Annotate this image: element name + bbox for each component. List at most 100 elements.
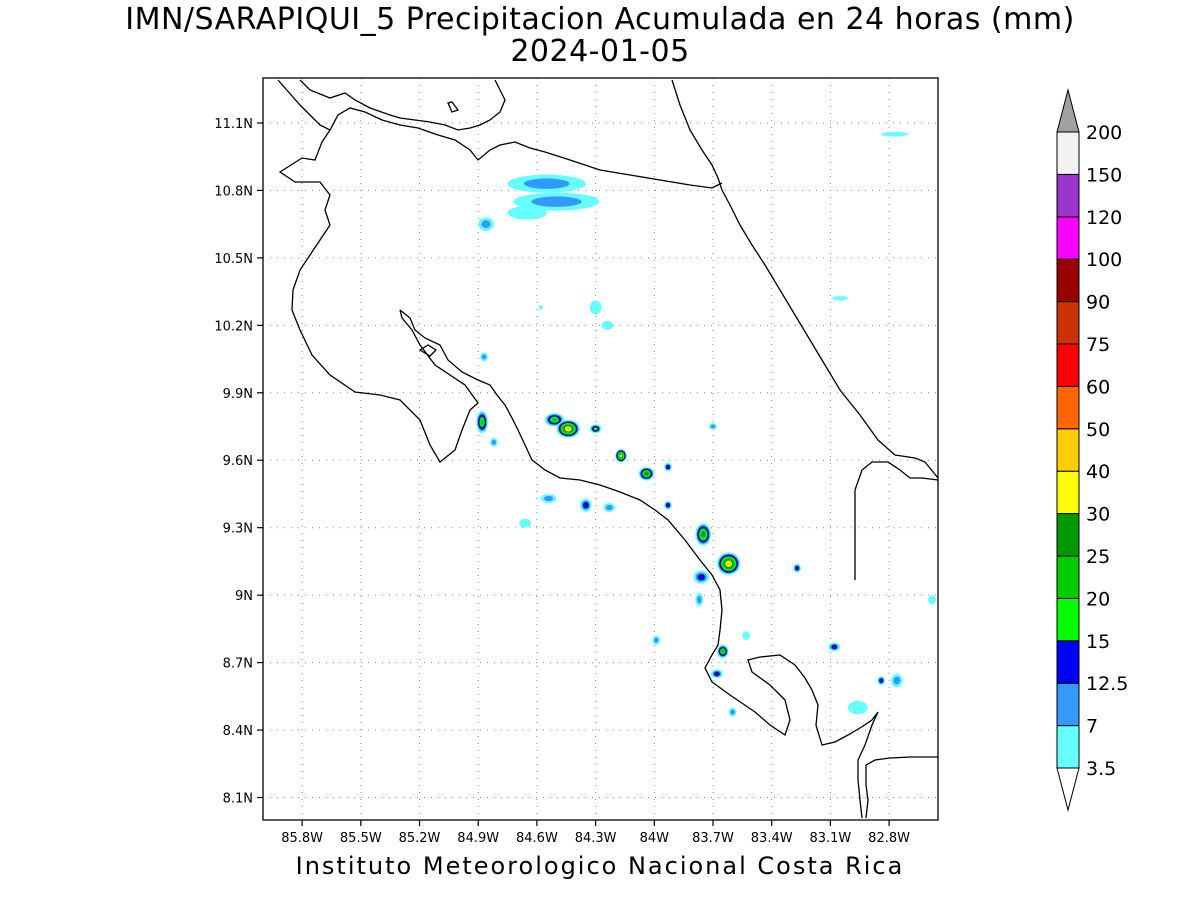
island-ometepe — [447, 101, 460, 113]
lat-tick-label: 10.5N — [214, 252, 253, 267]
lon-tick-label: 83.4W — [751, 831, 793, 846]
lat-tick-label: 9.9N — [223, 387, 253, 402]
precip-cell-38-level-0 — [928, 595, 937, 605]
precip-cell-6-level-0 — [601, 320, 614, 330]
colorbar-under-triangle — [1056, 767, 1080, 812]
colorbar-level-label: 25 — [1086, 546, 1110, 568]
precip-cell-11-level-7 — [566, 427, 571, 431]
precip-cell-33-level-0 — [742, 631, 751, 641]
precip-cell-0-level-1 — [523, 178, 570, 189]
precip-cell-19-level-2 — [666, 503, 670, 508]
border-nicaragua — [329, 107, 723, 189]
colorbar-level-label: 200 — [1086, 122, 1122, 144]
colorbar-swatch-6 — [1056, 470, 1080, 515]
precip-cell-31-level-1 — [893, 676, 901, 685]
precip-cell-35-level-0 — [519, 518, 532, 528]
colorbar-level-label: 150 — [1086, 164, 1122, 186]
lat-tick-label: 9N — [235, 589, 253, 604]
institution-footer: Instituto Meteorologico Nacional Costa R… — [295, 852, 905, 880]
colorbar-swatch-0 — [1056, 725, 1080, 769]
lat-tick-label: 11.1N — [214, 117, 253, 132]
coastline — [277, 79, 938, 819]
colorbar-swatch-7 — [1056, 428, 1080, 472]
colorbar-swatch-9 — [1056, 343, 1080, 387]
colorbar-level-label: 90 — [1086, 292, 1110, 314]
island-chira — [418, 344, 438, 357]
precip-cell-26-level-2 — [714, 671, 720, 677]
precip-cell-17-level-2 — [583, 502, 589, 509]
coastline-pacific-north — [277, 79, 479, 463]
lon-tick-label: 85.5W — [340, 831, 382, 846]
colorbar-swatch-14 — [1056, 131, 1080, 175]
precip-cell-7-level-1 — [481, 354, 487, 360]
precip-cell-10-level-4 — [551, 418, 558, 422]
colorbar-over-triangle — [1056, 88, 1080, 133]
precip-cell-8-level-4 — [480, 419, 484, 425]
lon-tick-label: 83.1W — [809, 831, 851, 846]
precip-cell-36-level-0 — [832, 296, 848, 301]
lat-tick-label: 8.7N — [223, 657, 253, 672]
coastline-nicoya-gulf — [399, 309, 879, 819]
colorbar-level-label: 40 — [1086, 461, 1110, 483]
precip-cell-20-level-5 — [701, 531, 705, 537]
precip-cell-32-level-1 — [730, 709, 735, 715]
colorbar-level-label: 30 — [1086, 504, 1110, 526]
colorbar-swatch-5 — [1056, 513, 1080, 557]
map-title: IMN/SARAPIQUI_5 Precipitacion Acumulada … — [125, 2, 1075, 37]
precip-cell-29-level-0 — [848, 700, 868, 715]
colorbar-swatch-8 — [1056, 385, 1080, 430]
precip-cell-3-level-1 — [481, 220, 491, 229]
colorbar-level-label: 75 — [1086, 334, 1110, 356]
lon-tick-label: 85.8W — [281, 831, 323, 846]
colorbar-level-label: 60 — [1086, 376, 1110, 398]
colorbar-swatch-4 — [1056, 555, 1080, 599]
lat-tick-label: 9.6N — [223, 454, 253, 469]
lon-tick-label: 84.6W — [516, 831, 558, 846]
precip-cell-25-level-4 — [721, 649, 725, 654]
lon-tick-label: 84.3W — [575, 831, 617, 846]
map-axes: 85.8W 85.5W 85.2W 84.9W 84.6W 84.3W 84W 83.7W 83… — [214, 117, 910, 846]
precip-cell-18-level-1 — [605, 504, 613, 511]
coastline-panama-border — [865, 756, 938, 819]
lon-tick-label: 82.8W — [868, 831, 910, 846]
precipitation-field — [476, 131, 937, 717]
precip-cell-37-level-0 — [881, 131, 909, 137]
precip-cell-14-level-5 — [644, 472, 649, 476]
colorbar-swatch-1 — [1056, 682, 1080, 727]
lon-tick-label: 83.7W — [692, 831, 734, 846]
colorbar-level-label: 100 — [1086, 249, 1122, 271]
precip-cell-4-level-0 — [538, 305, 543, 310]
colorbar-swatch-12 — [1056, 216, 1080, 260]
lat-tick-label: 10.8N — [214, 184, 253, 199]
colorbar-level-label: 20 — [1086, 588, 1110, 610]
lake-nicaragua-shore — [299, 79, 506, 131]
colorbar-swatch-10 — [1056, 301, 1080, 345]
precip-cell-5-level-0 — [589, 300, 602, 315]
lat-tick-label: 9.3N — [223, 522, 253, 537]
precip-cell-30-level-2 — [879, 678, 884, 683]
colorbar-level-label: 12.5 — [1086, 673, 1128, 695]
lat-tick-label: 10.2N — [214, 319, 253, 334]
precip-cell-9-level-1 — [491, 439, 497, 445]
precip-cell-22-level-2 — [697, 574, 705, 581]
colorbar-level-label: 50 — [1086, 419, 1110, 441]
colorbar-level-label: 7 — [1086, 716, 1098, 738]
precip-cell-34-level-1 — [710, 424, 716, 429]
lat-tick-label: 8.1N — [223, 792, 253, 807]
precip-cell-1-level-1 — [531, 196, 582, 207]
colorbar-swatch-3 — [1056, 597, 1080, 642]
precip-cell-21-level-7 — [726, 561, 731, 566]
precip-cell-23-level-1 — [697, 595, 702, 604]
lon-tick-label: 85.2W — [399, 831, 441, 846]
precip-cell-15-level-2 — [666, 464, 670, 470]
colorbar-swatch-2 — [1056, 640, 1080, 684]
colorbar: 3.5 7 12.5 15 20 25 30 40 50 60 75 90 100 120 150 200 — [1056, 88, 1128, 812]
precip-cell-13-level-6 — [619, 454, 623, 458]
colorbar-level-label: 3.5 — [1086, 758, 1116, 780]
colorbar-swatch-13 — [1056, 173, 1080, 218]
colorbar-level-label: 15 — [1086, 631, 1110, 653]
plot-frame — [262, 77, 939, 821]
precip-cell-27-level-2 — [795, 566, 800, 571]
lon-tick-label: 84.9W — [457, 831, 499, 846]
